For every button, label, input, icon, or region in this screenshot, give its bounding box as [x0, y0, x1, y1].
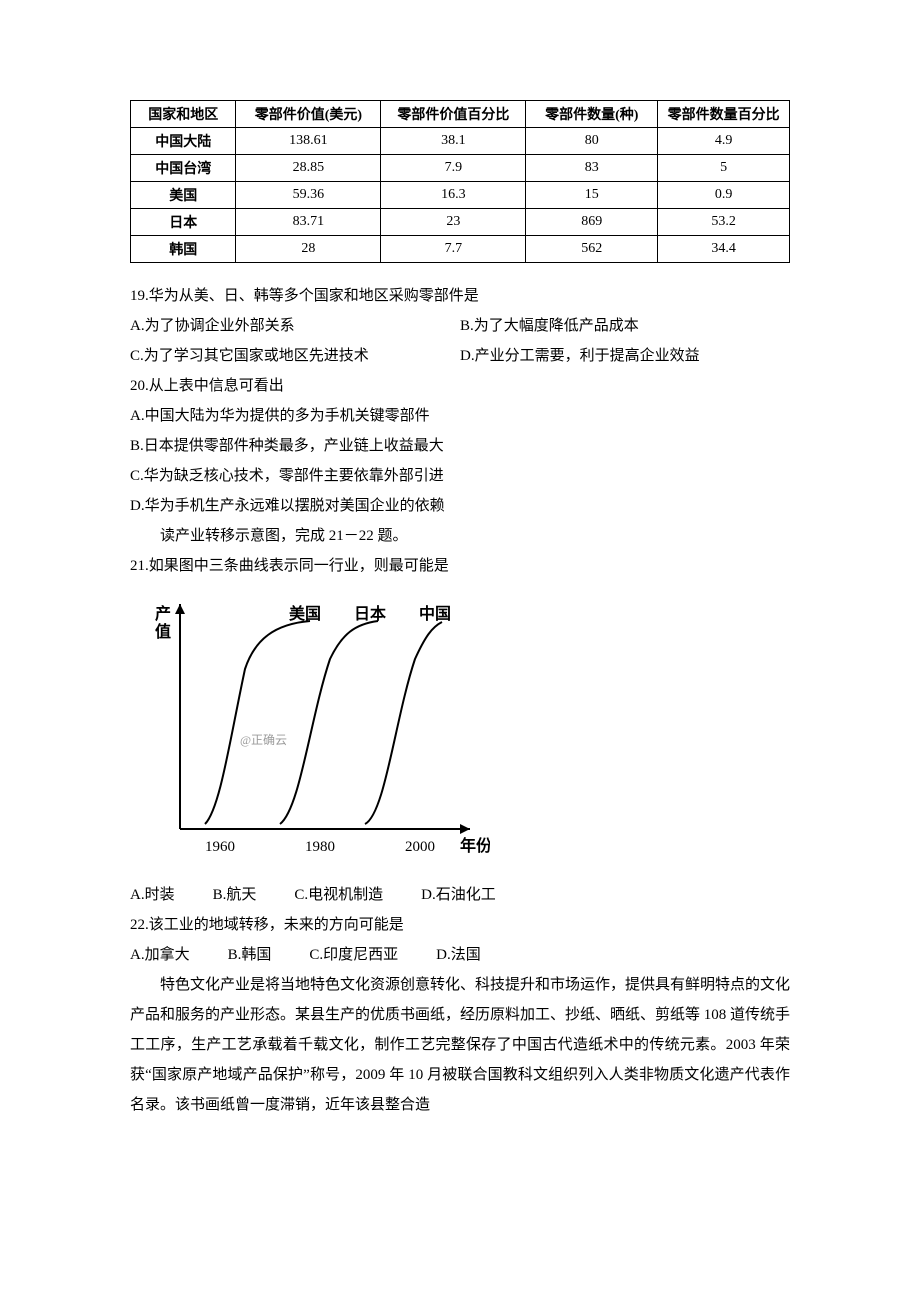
cell: 38.1	[381, 128, 526, 155]
q19-option-c: C.为了学习其它国家或地区先进技术	[130, 341, 460, 371]
q22-option-b: B.韩国	[228, 940, 272, 970]
cell: 中国大陆	[131, 128, 236, 155]
cell: 34.4	[658, 236, 790, 263]
col-header: 零部件数量(种)	[526, 101, 658, 128]
q20-option-b: B.日本提供零部件种类最多，产业链上收益最大	[130, 431, 790, 461]
q20-option-c: C.华为缺乏核心技术，零部件主要依靠外部引进	[130, 461, 790, 491]
col-header: 零部件价值(美元)	[236, 101, 381, 128]
table-header-row: 国家和地区 零部件价值(美元) 零部件价值百分比 零部件数量(种) 零部件数量百…	[131, 101, 790, 128]
cell: 23	[381, 209, 526, 236]
q19-option-b: B.为了大幅度降低产品成本	[460, 311, 790, 341]
cell: 15	[526, 182, 658, 209]
q19-stem: 19.华为从美、日、韩等多个国家和地区采购零部件是	[130, 281, 790, 311]
q22-option-a: A.加拿大	[130, 940, 190, 970]
cell: 5	[658, 155, 790, 182]
q21-option-d: D.石油化工	[421, 880, 496, 910]
parts-table: 国家和地区 零部件价值(美元) 零部件价值百分比 零部件数量(种) 零部件数量百…	[130, 100, 790, 263]
col-header: 零部件价值百分比	[381, 101, 526, 128]
q19-option-d: D.产业分工需要，利于提高企业效益	[460, 341, 790, 371]
cell: 138.61	[236, 128, 381, 155]
cell: 7.9	[381, 155, 526, 182]
cell: 869	[526, 209, 658, 236]
svg-text:2000: 2000	[405, 839, 435, 855]
q21-option-b: B.航天	[213, 880, 257, 910]
svg-text:产: 产	[155, 604, 171, 623]
svg-text:@正确云: @正确云	[240, 733, 287, 747]
cell: 美国	[131, 182, 236, 209]
intro-21-22: 读产业转移示意图，完成 21－22 题。	[130, 521, 790, 551]
cell: 4.9	[658, 128, 790, 155]
cell: 59.36	[236, 182, 381, 209]
q20-option-a: A.中国大陆为华为提供的多为手机关键零部件	[130, 401, 790, 431]
cell: 53.2	[658, 209, 790, 236]
cell: 28.85	[236, 155, 381, 182]
cell: 0.9	[658, 182, 790, 209]
cell: 韩国	[131, 236, 236, 263]
industry-transfer-chart: 产值年份 1960 1980 2000 美国 日本 中国 @正确云	[130, 589, 790, 874]
table-row: 中国台湾 28.85 7.9 83 5	[131, 155, 790, 182]
svg-text:1980: 1980	[305, 839, 335, 855]
q19-option-a: A.为了协调企业外部关系	[130, 311, 460, 341]
svg-text:日本: 日本	[354, 604, 386, 623]
cell: 日本	[131, 209, 236, 236]
cell: 28	[236, 236, 381, 263]
table-row: 日本 83.71 23 869 53.2	[131, 209, 790, 236]
table-row: 韩国 28 7.7 562 34.4	[131, 236, 790, 263]
svg-text:中国: 中国	[419, 604, 451, 623]
q22-stem: 22.该工业的地域转移，未来的方向可能是	[130, 910, 790, 940]
q20-stem: 20.从上表中信息可看出	[130, 371, 790, 401]
table-row: 中国大陆 138.61 38.1 80 4.9	[131, 128, 790, 155]
cell: 562	[526, 236, 658, 263]
cell: 中国台湾	[131, 155, 236, 182]
svg-text:值: 值	[155, 622, 171, 641]
cell: 7.7	[381, 236, 526, 263]
cell: 16.3	[381, 182, 526, 209]
cell: 83.71	[236, 209, 381, 236]
svg-text:美国: 美国	[289, 604, 321, 623]
cell: 80	[526, 128, 658, 155]
q22-option-c: C.印度尼西亚	[309, 940, 398, 970]
table-row: 美国 59.36 16.3 15 0.9	[131, 182, 790, 209]
q21-option-c: C.电视机制造	[294, 880, 383, 910]
col-header: 国家和地区	[131, 101, 236, 128]
cell: 83	[526, 155, 658, 182]
q21-option-a: A.时装	[130, 880, 175, 910]
svg-text:1960: 1960	[205, 839, 235, 855]
col-header: 零部件数量百分比	[658, 101, 790, 128]
q22-option-d: D.法国	[436, 940, 481, 970]
q20-option-d: D.华为手机生产永远难以摆脱对美国企业的依赖	[130, 491, 790, 521]
q21-stem: 21.如果图中三条曲线表示同一行业，则最可能是	[130, 551, 790, 581]
svg-text:年份: 年份	[460, 836, 490, 855]
context-paragraph: 特色文化产业是将当地特色文化资源创意转化、科技提升和市场运作，提供具有鲜明特点的…	[130, 970, 790, 1120]
